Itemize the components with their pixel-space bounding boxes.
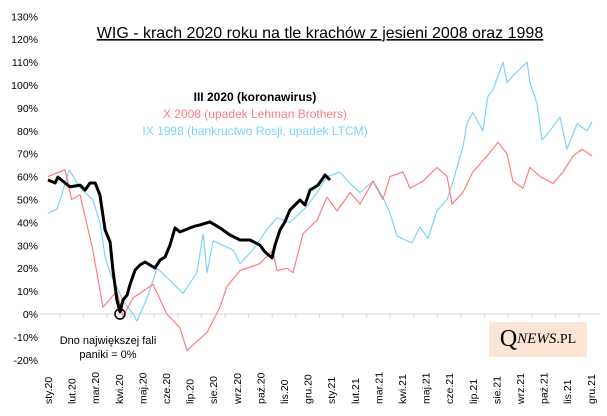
legend-x2008: X 2008 (upadek Lehman Brothers): [163, 107, 347, 121]
y-tick-label: -10%: [13, 332, 38, 344]
y-tick-label: 10%: [17, 286, 38, 298]
x-tick-label: lip.20: [185, 379, 197, 404]
x-tick-label: lis.21: [562, 379, 574, 404]
x-tick-label: lip.21: [468, 379, 480, 404]
y-tick-label: 0%: [23, 309, 38, 321]
logo-q: Q: [499, 326, 518, 352]
legend-wig2020: III 2020 (koronawirus): [194, 90, 317, 104]
x-tick-label: kwi.21: [397, 374, 409, 404]
y-tick-label: 90%: [17, 103, 38, 115]
y-tick-label: 120%: [11, 34, 38, 46]
x-tick-label: mar.20: [90, 372, 102, 404]
x-tick-label: lut.20: [67, 378, 79, 404]
series-line-0: [47, 61, 593, 322]
qnews-logo: Q NEWS .PL: [489, 322, 587, 357]
x-tick-label: maj.21: [421, 372, 433, 404]
series-line-2: [47, 173, 332, 314]
x-tick-label: sty.21: [326, 377, 338, 404]
x-axis: sty.20 lut.20 mar.20 kwi.20 maj.20 cze.20 lip.…: [35, 313, 600, 405]
chart-title: WIG - krach 2020 roku na tle krachów z j…: [97, 25, 544, 42]
y-tick-label: -20%: [13, 355, 38, 367]
y-tick-label: 130%: [11, 11, 38, 23]
y-tick-label: 60%: [17, 172, 38, 184]
logo-news: NEWS: [517, 331, 557, 347]
legend-ix1998: IX 1998 (bankructwo Rosji, upadek LTCM): [142, 124, 367, 138]
x-tick-label: sie.20: [208, 376, 220, 404]
x-tick-label: wrz.21: [515, 373, 527, 405]
annotation-line2: paniki = 0%: [79, 349, 136, 361]
y-tick-label: 30%: [17, 240, 38, 252]
x-tick-label: sty.20: [43, 377, 55, 404]
x-tick-label: mar.21: [373, 372, 385, 404]
x-tick-label: gru.21: [586, 374, 598, 404]
logo-pl: .PL: [556, 331, 577, 347]
x-tick-label: cze.21: [444, 373, 456, 404]
y-tick-label: 20%: [17, 263, 38, 275]
series-line-1: [47, 141, 593, 352]
x-tick-label: maj.20: [137, 372, 149, 404]
x-tick-label: paź.21: [539, 372, 551, 404]
x-tick-label: lis.20: [279, 379, 291, 404]
series-lines: [47, 61, 593, 352]
y-tick-label: 40%: [17, 217, 38, 229]
bottom-marker-circle: [114, 308, 126, 320]
annotation-line1: Dno największej fali: [60, 335, 157, 347]
y-tick-label: 80%: [17, 126, 38, 138]
x-tick-label: kwi.20: [114, 374, 126, 404]
x-tick-label: cze.20: [161, 373, 173, 404]
x-tick-label: wrz.20: [232, 373, 244, 405]
y-axis: -20% -10% 0% 10% 20% 30% 40% 50% 60% 70% 80% 90% 100…: [11, 11, 38, 367]
x-tick-label: gru.20: [303, 374, 315, 404]
x-tick-label: lut.21: [350, 378, 362, 404]
x-tick-label: sie.21: [491, 376, 503, 404]
x-tick-label: paź.20: [255, 372, 267, 404]
y-tick-label: 70%: [17, 149, 38, 161]
y-tick-label: 110%: [12, 57, 38, 69]
y-tick-label: 50%: [17, 195, 38, 207]
y-tick-label: 100%: [11, 80, 38, 92]
